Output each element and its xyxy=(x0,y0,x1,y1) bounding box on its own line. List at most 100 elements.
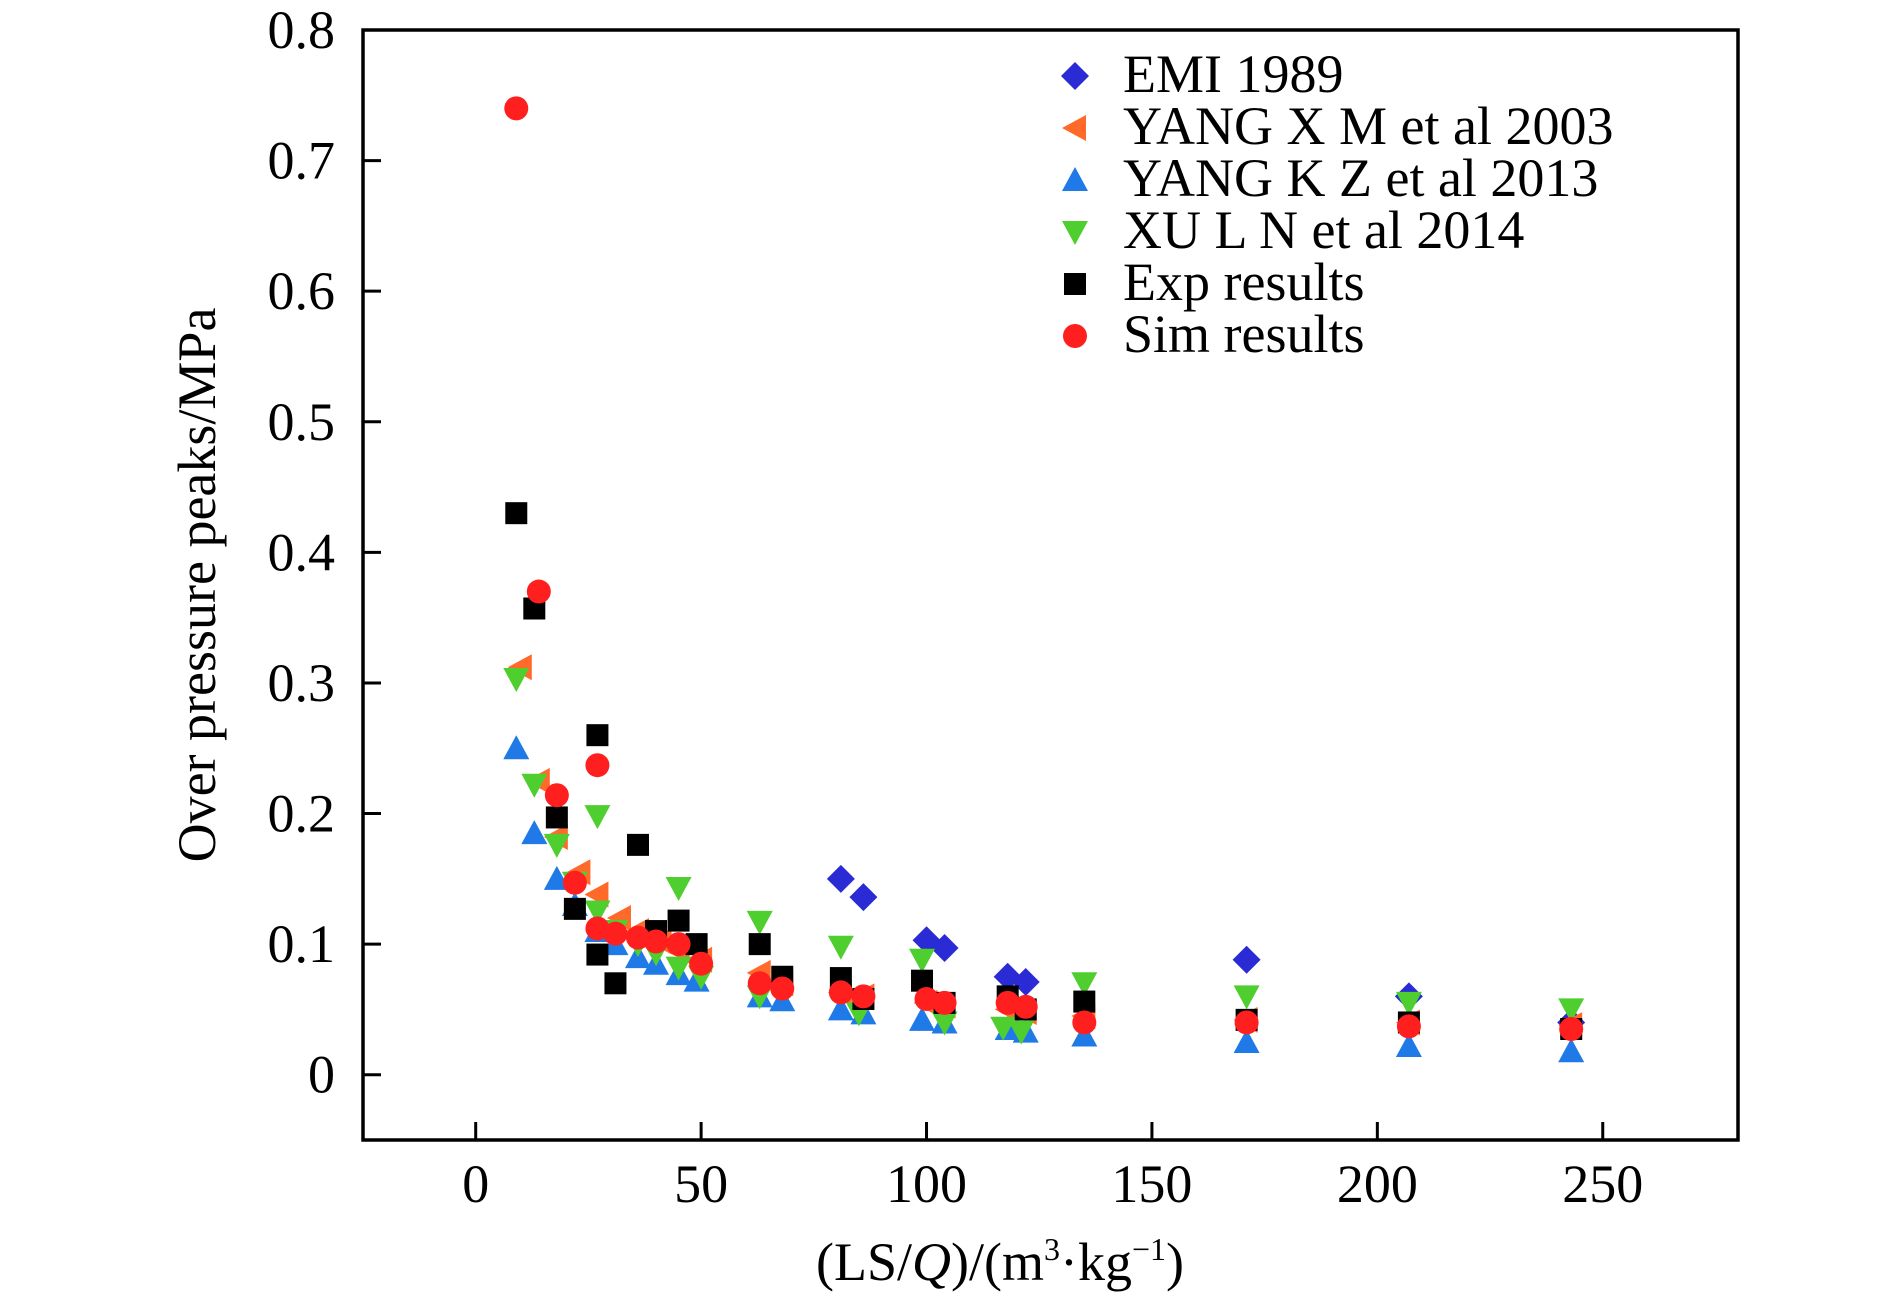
data-point xyxy=(1233,1029,1260,1054)
x-title-sup1: 3 xyxy=(1044,1231,1060,1267)
x-title-sup2: −1 xyxy=(1132,1231,1166,1267)
y-tick-label: 0.7 xyxy=(268,131,336,191)
x-axis-title: (LS/Q)/(m3·kg−1) xyxy=(816,1231,1184,1292)
data-point xyxy=(849,883,878,912)
data-point xyxy=(545,806,568,829)
x-tick-label: 150 xyxy=(1111,1154,1192,1214)
data-point xyxy=(665,956,692,981)
legend-marker xyxy=(1062,115,1086,141)
data-point xyxy=(995,990,1020,1015)
data-point xyxy=(932,990,957,1015)
x-title-pre: (LS/ xyxy=(816,1232,912,1292)
data-point xyxy=(521,773,548,798)
legend-label: Exp results xyxy=(1123,252,1364,312)
data-point xyxy=(1558,998,1585,1023)
y-tick-label: 0.2 xyxy=(268,784,336,844)
data-point xyxy=(665,876,692,901)
x-axis: 0 50 100 150 200 250 xyxy=(462,1122,1643,1214)
data-point xyxy=(585,916,610,941)
y-axis: 0 0.1 0.2 0.3 0.4 0.5 0.6 0.7 0.8 xyxy=(268,0,381,1105)
legend-label: YANG K Z et al 2013 xyxy=(1123,148,1598,208)
data-point xyxy=(909,1006,936,1031)
y-tick-label: 0.4 xyxy=(268,522,336,582)
data-point xyxy=(909,948,936,973)
x-title-post: ) xyxy=(1166,1232,1184,1292)
x-tick-label: 0 xyxy=(462,1154,489,1214)
series-circle xyxy=(504,96,1584,1041)
data-point xyxy=(504,96,529,121)
data-point xyxy=(1558,1038,1585,1063)
data-point xyxy=(1395,1032,1422,1057)
data-point xyxy=(827,935,854,960)
series-triangle-up xyxy=(503,735,1585,1063)
y-tick-label: 0.8 xyxy=(268,0,336,60)
data-point xyxy=(851,984,876,1009)
legend-label: XU L N et al 2014 xyxy=(1123,200,1524,260)
data-point xyxy=(685,933,708,956)
data-point xyxy=(584,805,611,830)
y-tick-label: 0.6 xyxy=(268,261,336,321)
y-tick-label: 0.1 xyxy=(268,914,336,974)
data-point xyxy=(770,976,795,1001)
x-tick-label: 200 xyxy=(1337,1154,1418,1214)
x-tick-label: 250 xyxy=(1562,1154,1643,1214)
data-point xyxy=(914,986,939,1011)
data-point xyxy=(543,833,570,858)
data-point xyxy=(562,870,587,895)
y-tick-label: 0.5 xyxy=(268,392,336,452)
y-tick-label: 0.3 xyxy=(268,653,336,713)
data-point xyxy=(666,932,691,957)
data-point xyxy=(826,864,855,893)
data-point xyxy=(1232,945,1261,974)
data-point xyxy=(667,909,690,932)
data-point xyxy=(505,502,528,525)
data-point xyxy=(521,820,548,845)
data-point xyxy=(828,980,853,1005)
data-point xyxy=(1008,1020,1035,1045)
legend-label: EMI 1989 xyxy=(1123,44,1343,104)
data-point xyxy=(585,753,610,778)
data-point xyxy=(627,833,649,856)
data-point xyxy=(603,921,628,946)
data-point xyxy=(746,910,773,935)
legend-marker xyxy=(1063,324,1087,348)
data-point xyxy=(503,668,530,693)
x-title-mid2: ·kg xyxy=(1060,1232,1132,1292)
data-point xyxy=(563,897,586,920)
data-point xyxy=(1233,985,1260,1010)
data-markers xyxy=(503,96,1586,1063)
data-point xyxy=(1071,972,1098,997)
series-square xyxy=(505,502,1583,1040)
plot-frame xyxy=(361,28,1740,1142)
legend-label: Sim results xyxy=(1123,304,1365,364)
data-point xyxy=(1073,990,1096,1013)
data-point xyxy=(586,943,609,966)
y-tick-label: 0 xyxy=(308,1045,335,1105)
legend-marker xyxy=(1064,273,1086,295)
data-point xyxy=(1559,1017,1584,1041)
data-point xyxy=(911,969,934,992)
x-title-italic: Q xyxy=(912,1232,951,1292)
legend-marker xyxy=(1062,167,1088,191)
data-point xyxy=(1011,967,1040,996)
x-title-mid: )/(m xyxy=(951,1232,1044,1292)
data-point xyxy=(930,934,959,963)
data-point xyxy=(584,900,611,925)
data-point xyxy=(503,735,530,760)
data-point xyxy=(1013,994,1038,1019)
data-point xyxy=(748,933,771,956)
data-point xyxy=(1072,1010,1097,1035)
data-point xyxy=(604,972,627,995)
data-point xyxy=(586,724,609,747)
data-point xyxy=(747,971,772,996)
legend-marker xyxy=(1062,221,1088,245)
data-point xyxy=(544,783,569,808)
data-point xyxy=(644,929,669,954)
legend-label: YANG X M et al 2003 xyxy=(1123,96,1613,156)
data-point xyxy=(827,996,854,1021)
y-axis-title: Over pressure peaks/MPa xyxy=(167,308,227,863)
data-point xyxy=(931,1011,958,1036)
x-tick-label: 100 xyxy=(886,1154,967,1214)
